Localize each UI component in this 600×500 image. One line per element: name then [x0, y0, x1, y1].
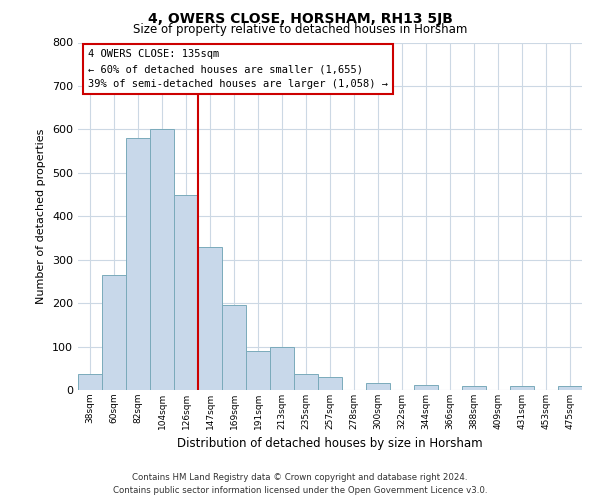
Bar — [150, 130, 174, 390]
Text: Size of property relative to detached houses in Horsham: Size of property relative to detached ho… — [133, 22, 467, 36]
Bar — [414, 385, 438, 390]
Bar — [126, 138, 150, 390]
Bar — [222, 306, 246, 390]
Bar — [198, 246, 222, 390]
Text: 4 OWERS CLOSE: 135sqm
← 60% of detached houses are smaller (1,655)
39% of semi-d: 4 OWERS CLOSE: 135sqm ← 60% of detached … — [88, 50, 388, 89]
Bar — [366, 384, 390, 390]
Bar — [102, 275, 126, 390]
Text: Contains HM Land Registry data © Crown copyright and database right 2024.
Contai: Contains HM Land Registry data © Crown c… — [113, 474, 487, 495]
X-axis label: Distribution of detached houses by size in Horsham: Distribution of detached houses by size … — [177, 438, 483, 450]
Bar — [510, 386, 534, 390]
Bar — [462, 386, 486, 390]
Bar — [78, 374, 102, 390]
Bar — [174, 194, 198, 390]
Bar — [246, 351, 270, 390]
Bar — [294, 374, 318, 390]
Text: 4, OWERS CLOSE, HORSHAM, RH13 5JB: 4, OWERS CLOSE, HORSHAM, RH13 5JB — [148, 12, 452, 26]
Bar — [558, 386, 582, 390]
Y-axis label: Number of detached properties: Number of detached properties — [37, 128, 46, 304]
Bar — [270, 346, 294, 390]
Bar — [318, 377, 342, 390]
